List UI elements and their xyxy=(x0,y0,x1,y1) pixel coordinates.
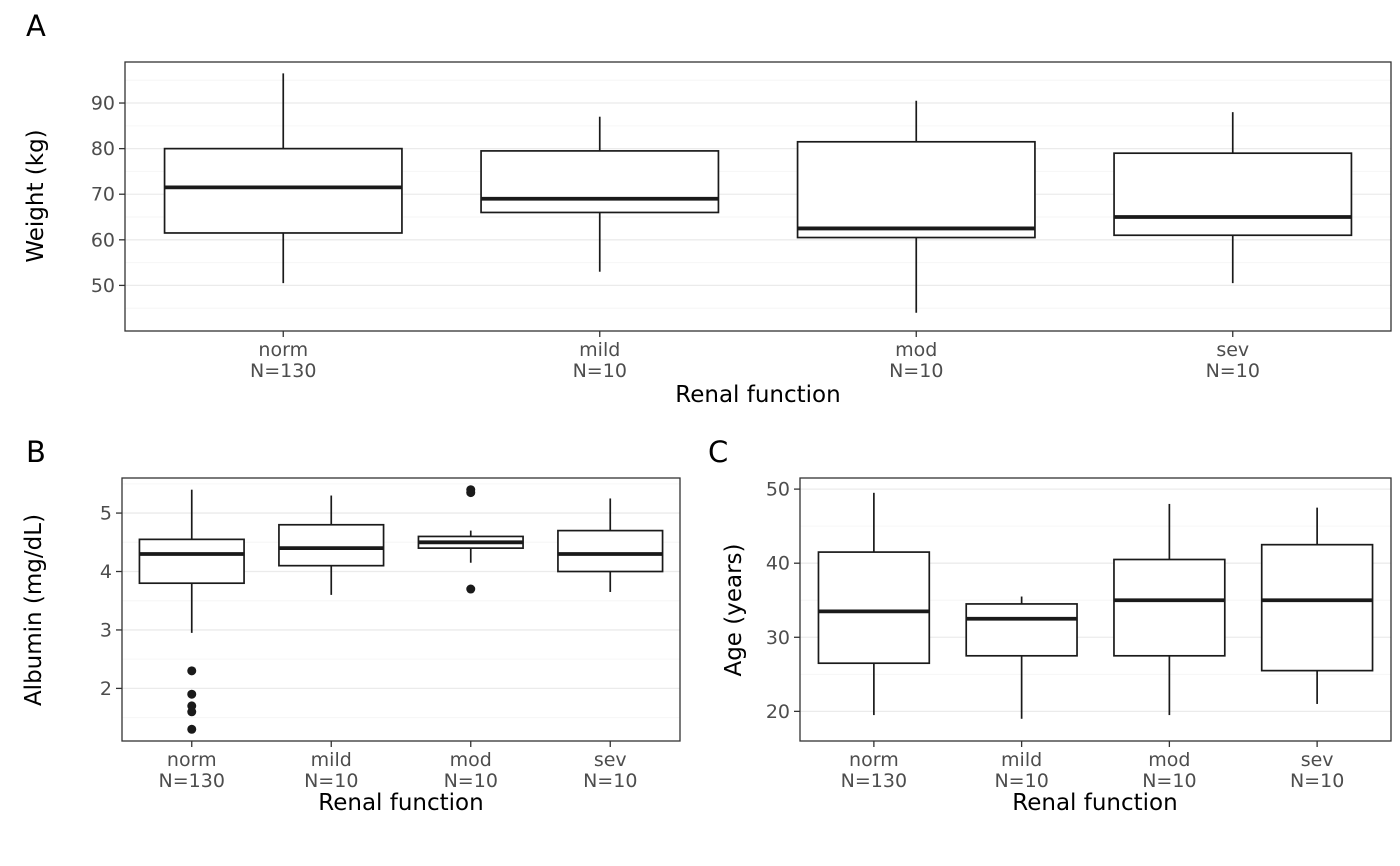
panel-a: A Weight (kg) norm N=130 mild N=10 mod N=10 se… xyxy=(0,0,1400,430)
boxplot-mild xyxy=(480,116,720,272)
boxplot-sev xyxy=(1113,112,1353,284)
y-axis: 50 60 70 80 90 xyxy=(91,93,125,297)
y-axis: 20 30 40 50 xyxy=(766,479,800,723)
box-sev xyxy=(1260,543,1374,672)
boxplot-sev xyxy=(1260,507,1374,704)
panel-border xyxy=(124,61,1392,332)
boxplot-mod xyxy=(796,100,1036,313)
panel-b-plot-svg: norm N=130 mild N=10 mod N=10 sev N=10 2 3 4 5 xyxy=(100,477,681,792)
y-axis: 2 3 4 5 xyxy=(100,503,122,700)
x-category-label: sev N=10 xyxy=(1290,749,1344,792)
boxplot-mild xyxy=(278,495,385,595)
x-category-label: sev N=10 xyxy=(583,749,637,792)
y-tick-label: 2 xyxy=(100,678,112,700)
box-mild xyxy=(965,603,1078,657)
y-tick-label: 80 xyxy=(91,138,115,160)
y-tick-label: 20 xyxy=(766,701,790,723)
x-category-label: mod N=10 xyxy=(889,339,943,382)
panel-a-letter: A xyxy=(26,9,46,43)
panel-c-plot-svg: norm N=130 mild N=10 mod N=10 sev N=10 20 30 40 50 xyxy=(766,477,1392,792)
box-mod xyxy=(796,140,1036,239)
box-mod xyxy=(1113,558,1226,657)
panel-c: C Age (years) norm N=130 mild N=10 mod N=10 se… xyxy=(700,430,1400,866)
outlier-point xyxy=(187,689,197,699)
x-axis: norm N=130 mild N=10 mod N=10 sev N=10 xyxy=(841,741,1344,792)
boxplot-norm xyxy=(163,73,403,284)
panel-a-plot-svg: norm N=130 mild N=10 mod N=10 sev N=10 50 60 70 80 9… xyxy=(91,61,1392,382)
x-category-label: norm N=130 xyxy=(159,749,225,792)
y-tick-label: 50 xyxy=(91,275,115,297)
y-tick-label: 60 xyxy=(91,229,115,251)
x-category-label: mild N=10 xyxy=(994,749,1048,792)
y-tick-label: 40 xyxy=(766,553,790,575)
x-category-label: mod N=10 xyxy=(444,749,498,792)
outlier-point xyxy=(466,584,476,594)
x-category-label: mild N=10 xyxy=(573,339,627,382)
panel-c-x-axis-title: Renal function xyxy=(1012,790,1178,816)
outlier-point xyxy=(187,666,197,676)
y-tick-label: 5 xyxy=(100,503,112,525)
box-norm xyxy=(817,551,931,665)
panel-b: B Albumin (mg/dL) norm N=130 mild N=10 mod N=… xyxy=(0,430,700,866)
y-tick-label: 3 xyxy=(100,619,112,641)
x-axis: norm N=130 mild N=10 mod N=10 sev N=10 xyxy=(159,741,637,792)
y-tick-label: 70 xyxy=(91,184,115,206)
panel-border xyxy=(121,477,681,742)
outlier-point xyxy=(187,724,197,734)
x-category-label: mild N=10 xyxy=(304,749,358,792)
y-tick-label: 30 xyxy=(766,627,790,649)
y-tick-label: 90 xyxy=(91,93,115,115)
x-axis: norm N=130 mild N=10 mod N=10 sev N=10 xyxy=(250,331,1260,382)
x-category-label: mod N=10 xyxy=(1142,749,1196,792)
box-sev xyxy=(557,529,664,573)
y-tick-label: 4 xyxy=(100,561,112,583)
y-tick-label: 50 xyxy=(766,479,790,501)
panel-background xyxy=(122,478,680,741)
x-category-label: norm N=130 xyxy=(841,749,907,792)
boxplot-norm xyxy=(138,489,245,734)
panel-a-x-axis-title: Renal function xyxy=(675,382,841,408)
boxplot-mild xyxy=(965,596,1078,719)
boxplot-mod xyxy=(1113,503,1226,716)
x-category-label: sev N=10 xyxy=(1206,339,1260,382)
box-mild xyxy=(278,523,385,567)
panel-b-letter: B xyxy=(26,435,46,469)
boxplot-norm xyxy=(817,492,931,716)
x-category-label: norm N=130 xyxy=(250,339,316,382)
panel-b-x-axis-title: Renal function xyxy=(318,790,484,816)
boxplot-mod xyxy=(417,485,524,594)
box-norm xyxy=(138,538,245,585)
box-norm xyxy=(163,147,403,234)
outlier-point xyxy=(466,488,476,498)
box-sev xyxy=(1113,152,1353,237)
panel-c-letter: C xyxy=(708,435,729,469)
boxplot-sev xyxy=(557,498,664,592)
panel-border xyxy=(799,477,1392,742)
outlier-point xyxy=(187,707,197,717)
box-mild xyxy=(480,150,720,214)
